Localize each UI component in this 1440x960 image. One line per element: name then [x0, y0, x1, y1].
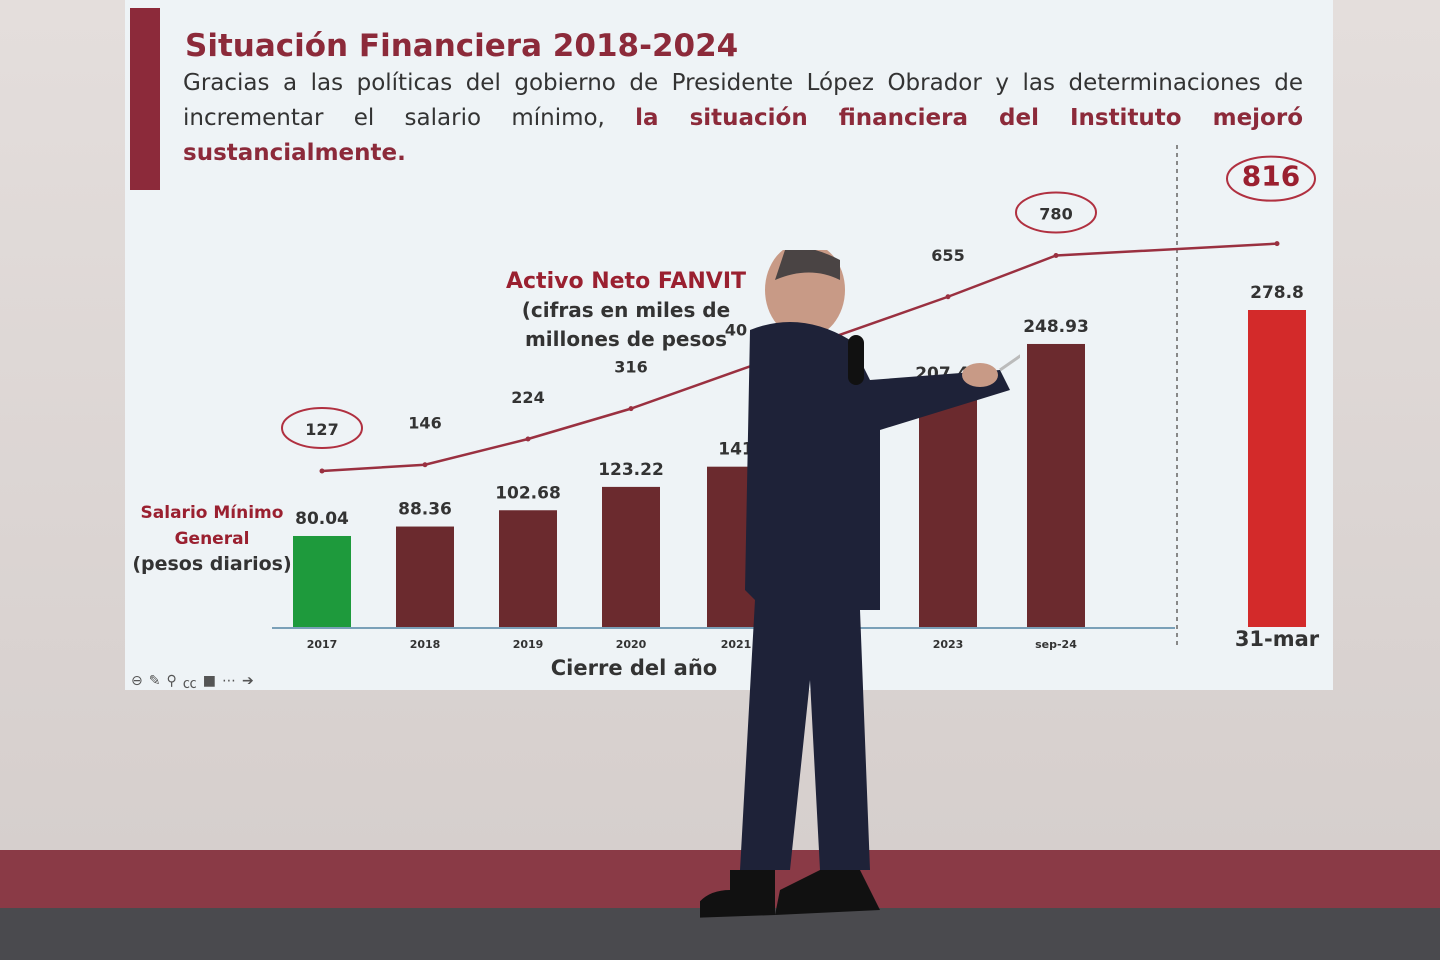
slideshow-toolbar: ⊖ ✎ ⚲ ㏄ ■ ⋯ ➔: [131, 673, 254, 693]
bar: [396, 526, 454, 627]
line-label: 127: [305, 420, 338, 439]
more-icon[interactable]: ⋯: [221, 673, 236, 689]
line-legend-text: (cifras en miles de: [522, 298, 730, 322]
back-icon[interactable]: ⊖: [131, 673, 143, 689]
x-tick-label: 2018: [410, 638, 441, 651]
line-point: [945, 294, 951, 300]
bar-legend-text: (pesos diarios): [132, 553, 291, 575]
line-legend-text: millones de pesos: [525, 327, 727, 351]
x-tick-label: 2023: [933, 638, 964, 651]
bar-label: 102.68: [495, 483, 561, 503]
accent-bar: [130, 8, 160, 190]
line-series: [321, 242, 1278, 473]
bar-legend-text: General: [175, 529, 250, 549]
x-tick-label: 2019: [513, 638, 544, 651]
x-tick-label: 2017: [307, 638, 338, 651]
desc-plain: Gracias a las políticas del gobierno de …: [183, 70, 1303, 131]
bar: [602, 486, 660, 627]
line-label: 146: [408, 414, 441, 433]
bar-label: 80.04: [295, 509, 349, 529]
line-point: [525, 436, 531, 442]
video-icon[interactable]: ■: [202, 673, 216, 689]
line-label: 780: [1039, 205, 1072, 224]
slide-title: Situación Financiera 2018-2024: [185, 28, 739, 64]
highlight-ellipse: [1226, 155, 1316, 202]
x-tick-label: sep-24: [1035, 638, 1077, 651]
line-point: [319, 468, 325, 474]
line-legend-text: Activo Neto FANVIT: [506, 269, 746, 294]
bar: [499, 510, 557, 627]
highlight-ellipse: [1015, 191, 1097, 234]
x-axis-label: Cierre del año: [551, 656, 717, 680]
presenter: [700, 250, 1020, 918]
bar-label: 88.36: [398, 500, 452, 520]
slide-description: Gracias a las políticas del gobierno de …: [183, 66, 1303, 171]
forward-icon[interactable]: ➔: [241, 673, 254, 689]
bar: [1248, 310, 1306, 627]
x-tick-label: 2020: [616, 638, 647, 651]
bar: [1027, 343, 1085, 627]
line-label: 40: [725, 320, 747, 339]
line-label: 224: [511, 388, 544, 407]
bar-legend-text: Salario Mínimo: [141, 503, 284, 523]
search-icon[interactable]: ⚲: [166, 673, 177, 689]
bar-label: 123.22: [598, 460, 664, 480]
bar: [919, 391, 977, 627]
bar: [293, 535, 351, 627]
line-point: [422, 462, 428, 468]
line-point: [1053, 253, 1059, 259]
line-point: [1274, 241, 1280, 247]
highlight-ellipse: [281, 407, 363, 449]
line-point: [628, 406, 634, 412]
line-label: 816: [1242, 160, 1300, 193]
bar-label: 248.93: [1023, 317, 1089, 337]
cc-icon[interactable]: ㏄: [182, 676, 197, 692]
bar-label: 141: [718, 440, 754, 460]
pen-icon[interactable]: ✎: [148, 673, 161, 689]
line-label: 655: [931, 246, 964, 265]
bar-label: 278.8: [1250, 283, 1304, 303]
line-label: 316: [614, 358, 647, 377]
x-tick-label: 31-mar: [1235, 627, 1320, 651]
x-tick-label: 2021: [721, 638, 752, 651]
desc-bold: la situación financiera del Instituto me…: [183, 105, 1303, 166]
